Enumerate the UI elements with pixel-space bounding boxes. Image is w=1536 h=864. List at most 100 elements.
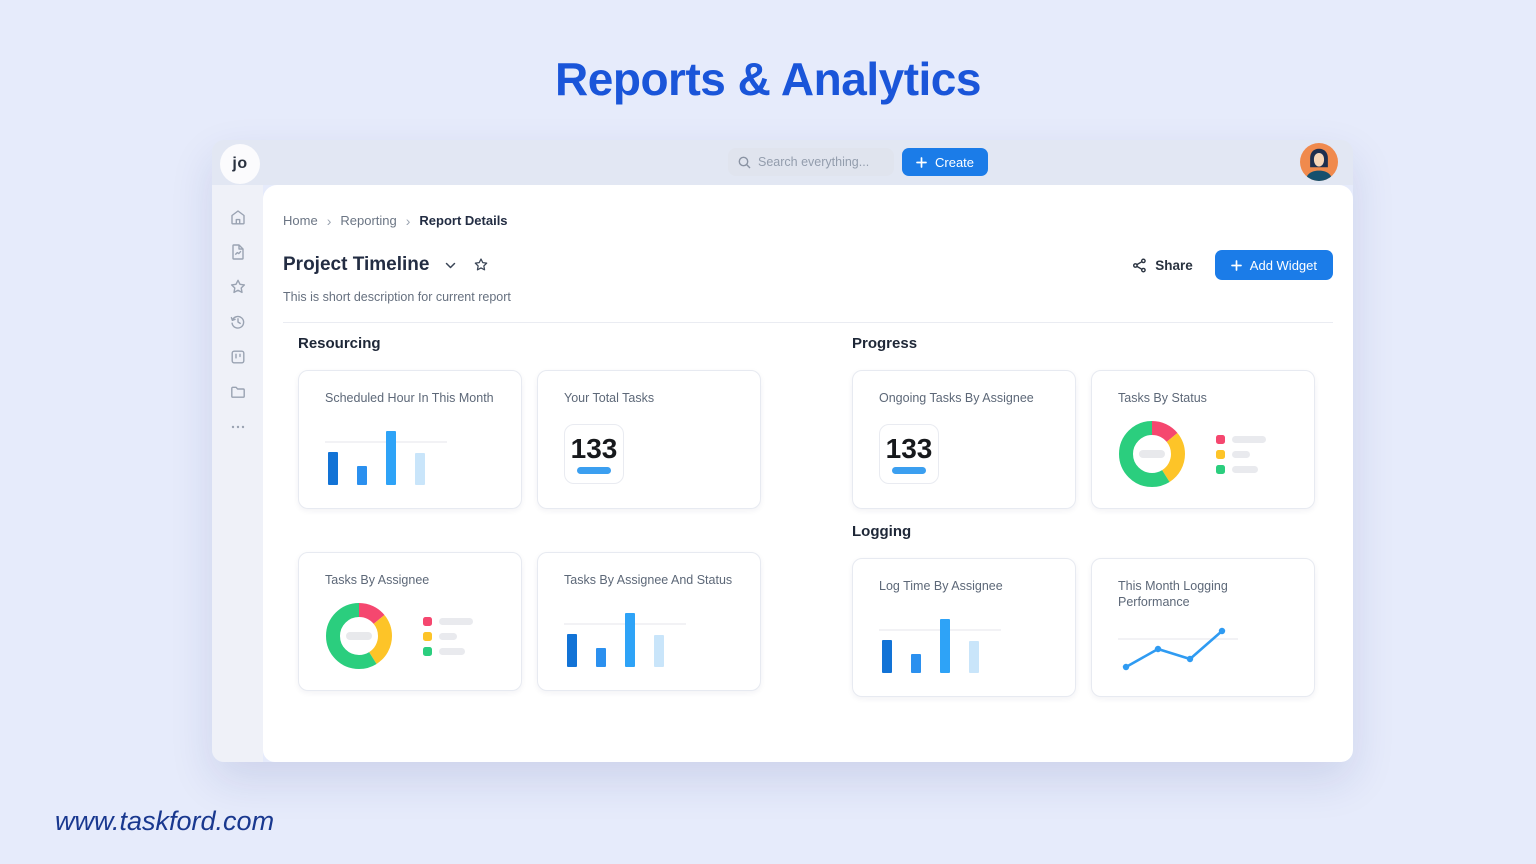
legend-label-placeholder <box>439 632 457 640</box>
legend-row <box>423 631 473 641</box>
page-title: Reports & Analytics <box>555 53 981 105</box>
sidebar <box>212 185 263 762</box>
widget-card[interactable]: Tasks By Assignee And Status <box>537 552 761 691</box>
breadcrumb-home[interactable]: Home <box>283 213 318 228</box>
legend-row <box>1216 434 1266 444</box>
board-column-right: Progress Ongoing Tasks By Assignee 133 Task… <box>852 335 1318 697</box>
divider <box>283 322 1333 323</box>
widget-card[interactable]: Tasks By Assignee <box>298 552 522 691</box>
legend-swatch <box>1216 449 1225 459</box>
widget-card[interactable]: Ongoing Tasks By Assignee 133 <box>852 370 1076 509</box>
legend-swatch <box>423 646 432 656</box>
report-title-row: Project Timeline Share Add Widget <box>283 250 1333 280</box>
legend-row <box>1216 464 1266 474</box>
chart-legend <box>423 616 473 656</box>
mini-donut-chart <box>1119 421 1185 488</box>
widget-title: Tasks By Status <box>1118 391 1207 405</box>
card-row: Ongoing Tasks By Assignee 133 Tasks By Sta… <box>852 370 1318 509</box>
mini-bar-chart <box>325 431 447 486</box>
app-logo[interactable]: jo <box>220 144 260 184</box>
number-value: 133 <box>570 432 618 464</box>
app-window: jo Search everything... Create <box>212 140 1353 762</box>
widget-card[interactable]: Your Total Tasks 133 <box>537 370 761 509</box>
mini-bar-chart <box>564 613 686 668</box>
mini-donut-chart <box>326 603 392 670</box>
donut-chart-area <box>1118 420 1288 488</box>
section-heading: Logging <box>852 523 912 540</box>
widget-card[interactable]: Log Time By Assignee <box>852 558 1076 697</box>
section-heading: Resourcing <box>298 335 381 352</box>
report-description: This is short description for current re… <box>283 290 511 304</box>
breadcrumb-reporting[interactable]: Reporting <box>340 213 397 228</box>
legend-swatch <box>423 616 432 626</box>
search-icon <box>738 156 751 168</box>
sidebar-item-history[interactable] <box>229 313 247 331</box>
search-input[interactable]: Search everything... <box>728 148 894 176</box>
add-widget-button[interactable]: Add Widget <box>1214 250 1333 280</box>
card-row: Log Time By Assignee This Month Logging P… <box>852 558 1318 697</box>
favorite-report-button[interactable] <box>473 257 489 273</box>
donut-chart-area <box>325 602 495 670</box>
search-placeholder: Search everything... <box>758 155 870 169</box>
breadcrumb-report-details: Report Details <box>419 213 508 228</box>
legend-label-placeholder <box>439 647 465 655</box>
share-button[interactable]: Share <box>1132 258 1193 273</box>
legend-label-placeholder <box>1232 450 1250 458</box>
legend-label-placeholder <box>439 617 473 625</box>
legend-row <box>423 616 473 626</box>
number-widget-box: 133 <box>879 424 939 485</box>
number-underline <box>577 466 611 474</box>
widget-title: Ongoing Tasks By Assignee <box>879 391 1034 405</box>
sidebar-item-home[interactable] <box>229 208 247 226</box>
star-icon <box>475 258 488 271</box>
site-url: www.taskford.com <box>55 806 275 836</box>
number-value: 133 <box>885 432 933 464</box>
topbar: jo Search everything... Create <box>212 140 1353 185</box>
legend-swatch <box>1216 434 1225 444</box>
create-button[interactable]: Create <box>902 148 989 176</box>
user-avatar[interactable] <box>1300 143 1338 181</box>
widget-title: Tasks By Assignee <box>325 573 430 587</box>
card-row: Tasks By Assignee Tasks By Assignee And S… <box>298 552 761 691</box>
plus-icon <box>916 156 927 168</box>
widget-title: Log Time By Assignee <box>879 579 1003 593</box>
sidebar-item-favorites[interactable] <box>229 278 247 296</box>
card-row: Scheduled Hour In This Month Your Total T… <box>298 370 761 509</box>
sidebar-item-board[interactable] <box>229 348 247 366</box>
chevron-right-icon: › <box>326 212 332 229</box>
chart-legend <box>1216 434 1266 474</box>
legend-label-placeholder <box>1232 435 1266 443</box>
legend-swatch <box>1216 464 1225 474</box>
mini-bar-chart <box>879 619 1001 674</box>
legend-row <box>1216 449 1266 459</box>
sidebar-item-reports[interactable] <box>229 243 247 261</box>
widget-title: Your Total Tasks <box>564 391 655 405</box>
sidebar-item-projects[interactable] <box>229 383 247 401</box>
share-icon <box>1133 258 1147 273</box>
main-panel: Home › Reporting › Report Details Projec… <box>263 185 1353 762</box>
plus-icon <box>1230 259 1242 271</box>
mini-line-chart <box>1118 627 1238 670</box>
chevron-down-icon <box>446 262 456 268</box>
sidebar-item-more[interactable] <box>229 418 247 436</box>
legend-label-placeholder <box>1232 465 1258 473</box>
create-button-label: Create <box>935 154 975 170</box>
number-widget-box: 133 <box>564 424 624 485</box>
report-header: Home › Reporting › Report Details Projec… <box>263 185 1353 323</box>
report-title: Project Timeline <box>283 254 430 275</box>
widget-card[interactable]: Scheduled Hour In This Month <box>298 370 522 509</box>
legend-swatch <box>423 631 432 641</box>
share-button-label: Share <box>1155 257 1193 273</box>
widget-title: This Month Logging Performance <box>1118 579 1228 610</box>
widget-title: Scheduled Hour In This Month <box>325 391 494 405</box>
widget-title: Tasks By Assignee And Status <box>564 573 733 587</box>
add-widget-button-label: Add Widget <box>1249 257 1317 273</box>
board-column-left: Resourcing Scheduled Hour In This Month Yo… <box>298 335 761 691</box>
report-switcher-button[interactable] <box>444 259 457 272</box>
widget-card[interactable]: Tasks By Status <box>1091 370 1315 509</box>
legend-row <box>423 646 473 656</box>
breadcrumb: Home › Reporting › Report Details <box>283 213 1333 228</box>
widget-card[interactable]: This Month Logging Performance <box>1091 558 1315 697</box>
number-underline <box>892 466 926 474</box>
section-heading: Progress <box>852 335 918 352</box>
